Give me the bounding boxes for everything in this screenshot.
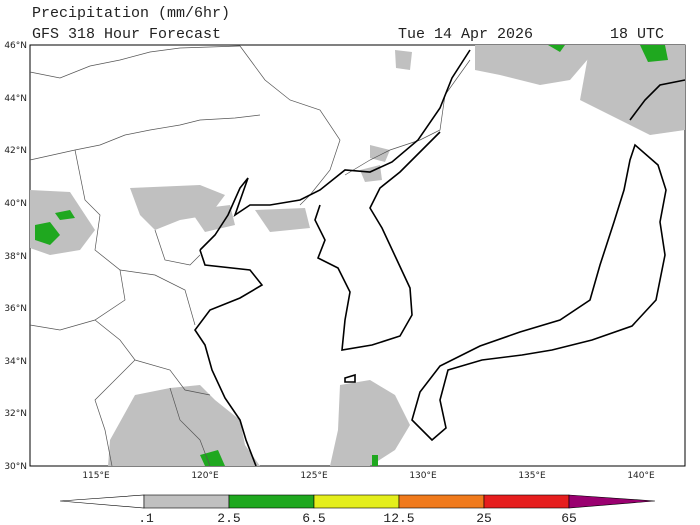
colorbar — [59, 494, 656, 509]
lon-label: 130°E — [409, 471, 437, 481]
lon-label: 120°E — [191, 471, 219, 481]
lat-label: 32°N — [4, 409, 27, 419]
lon-label: 140°E — [627, 471, 655, 481]
colorbar-label: 2.5 — [217, 511, 240, 525]
lon-label: 115°E — [82, 471, 110, 481]
lon-labels: 115°E 120°E 125°E 130°E 135°E 140°E — [82, 471, 655, 481]
colorbar-labels: .1 2.5 6.5 12.5 25 65 — [138, 511, 577, 525]
subtitle: GFS 318 Hour Forecast — [32, 26, 221, 43]
colorbar-label: 6.5 — [302, 511, 325, 525]
lat-label: 40°N — [4, 199, 27, 209]
lat-label: 46°N — [4, 41, 27, 51]
colorbar-label: 25 — [476, 511, 492, 525]
colorbar-label: 12.5 — [383, 511, 414, 525]
map: 46°N 44°N 42°N 40°N 38°N 36°N 34°N 32°N … — [4, 41, 686, 481]
colorbar-label: 65 — [561, 511, 577, 525]
time: 18 UTC — [610, 26, 664, 43]
colorbar-label: .1 — [138, 511, 154, 525]
lat-label: 44°N — [4, 94, 27, 104]
title: Precipitation (mm/6hr) — [32, 5, 230, 22]
lat-label: 42°N — [4, 146, 27, 156]
lat-label: 38°N — [4, 252, 27, 262]
precip-areas — [30, 45, 685, 466]
lat-label: 34°N — [4, 357, 27, 367]
lon-label: 135°E — [518, 471, 546, 481]
coastlines — [194, 49, 686, 467]
lat-label: 30°N — [4, 462, 27, 472]
lat-label: 36°N — [4, 304, 27, 314]
borders — [29, 45, 471, 467]
date: Tue 14 Apr 2026 — [398, 26, 533, 43]
lon-label: 125°E — [300, 471, 328, 481]
lat-labels: 46°N 44°N 42°N 40°N 38°N 36°N 34°N 32°N … — [4, 41, 27, 472]
